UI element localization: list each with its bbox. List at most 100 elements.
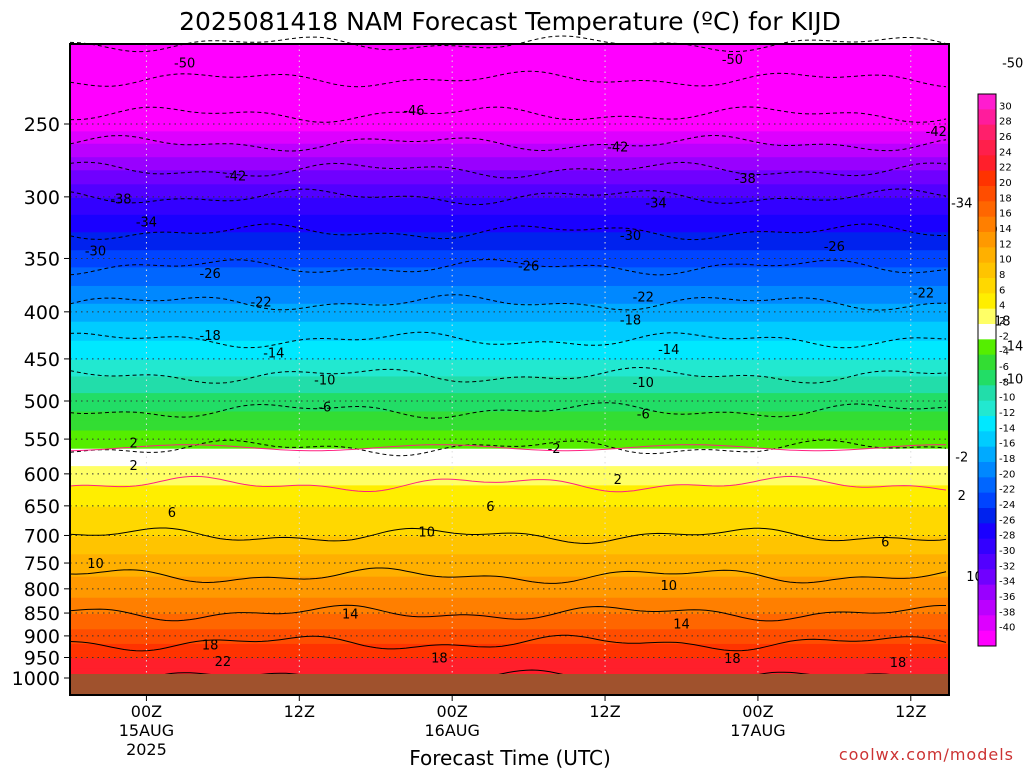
contour-label: -6 [637,407,650,422]
colorbar-swatch [978,262,996,279]
colorbar-swatch [978,615,996,632]
temperature-band [70,505,949,522]
contour-label: -46 [403,104,424,119]
x-tick-time: 12Z [284,702,315,721]
colorbar-swatch [978,124,996,141]
colorbar-label: 22 [999,163,1012,174]
y-tick-label: 400 [24,302,60,324]
colorbar-frame [977,93,997,647]
colorbar-swatch [978,446,996,463]
contour-label: -50 [1002,57,1023,72]
contour-line [69,527,947,545]
colorbar-swatch [978,308,996,325]
contour-label: -22 [633,291,654,306]
temperature-band [70,447,949,458]
temperature-band [70,596,949,606]
colorbar-label: 20 [999,178,1012,189]
temperature-band [70,642,949,652]
contour-label: 18 [724,652,741,667]
temperature-band [70,258,949,268]
temperature-band [70,150,949,158]
temperature-band [70,465,949,475]
temperature-band [70,604,949,615]
colorbar-legend: 30 28 26 24 22 20 18 16 14 12 10 8 6 4 2 -2 -4 -6 -8 -10 -12… [977,93,1015,647]
colorbar-label: 26 [999,132,1012,143]
colorbar-label: 28 [999,117,1012,128]
contour-label: -26 [518,259,539,274]
temperature-band [70,520,949,537]
colorbar-swatch [978,523,996,540]
colorbar-label: -12 [999,408,1015,419]
freezing-contour-line [69,444,946,452]
temperature-band [70,620,949,630]
x-tick-time: 12Z [895,702,926,721]
colorbar-swatch [978,94,996,110]
temperature-band [70,473,949,486]
temperature-band [70,106,949,116]
x-tick-date: 15AUG [119,721,174,740]
colorbar-label: -2 [999,331,1009,342]
plot-frame [69,43,950,696]
colorbar-label: -30 [999,546,1015,557]
temperature-band [70,544,949,555]
contour-label: 2 [958,489,966,504]
colorbar-label: -22 [999,485,1015,496]
contour-line [69,634,947,652]
y-tick-label: 700 [24,525,60,547]
temperature-band [70,339,949,351]
credit-link[interactable]: coolwx.com/models [839,745,1014,764]
colorbar-swatch [978,278,996,294]
contour-line [69,294,946,311]
colorbar-swatch [978,140,996,156]
contour-line [69,161,947,179]
y-tick-label: 300 [24,187,60,209]
temperature-band [70,667,949,679]
contour-line [69,188,947,206]
temperature-band [70,156,949,165]
contour-line [69,106,947,123]
contour-label: -14 [263,347,284,362]
y-tick-label: 850 [24,603,60,625]
temperature-band [70,231,949,241]
temperature-band [70,142,949,152]
y-tick-label: 650 [24,496,60,518]
colorbar-swatch [978,538,996,555]
contour-label: -10 [314,374,335,389]
contour-label: -22 [913,286,934,301]
colorbar-swatch [978,186,996,202]
temperature-band [70,383,949,394]
temperature-band [70,535,949,546]
y-tick-label: 800 [24,579,60,601]
colorbar-label: -36 [999,592,1015,603]
contour-label: -18 [620,314,641,329]
colorbar-label: -4 [999,347,1009,358]
contour-line [69,223,946,241]
contour-label: 18 [431,651,448,666]
temperature-band [70,284,949,295]
contour-label: -26 [824,240,845,255]
contour-label: -30 [85,245,106,260]
colorbar-swatch [978,232,996,248]
temperature-band [70,293,949,304]
temperature-band [70,87,949,97]
ground-band [70,674,949,695]
contour-label: -38 [110,193,131,208]
temperature-band [70,429,949,441]
contour-label: -2 [955,451,968,466]
colorbar-label: 10 [999,255,1012,266]
colorbar-label: 30 [999,101,1012,112]
temperature-band [70,375,949,385]
contour-label: -42 [225,169,246,184]
temperature-band [70,401,949,412]
contour-line [69,567,947,584]
temperature-band [70,59,949,71]
temperature-band [70,613,949,622]
contour-label: -14 [1002,339,1023,354]
colorbar-swatch [978,508,996,524]
colorbar-label: 6 [999,285,1005,296]
temperature-band [70,588,949,598]
colorbar-swatch [978,600,996,616]
contour-label: 14 [342,607,359,622]
temperature-band [70,366,949,377]
contour-line [69,134,947,152]
